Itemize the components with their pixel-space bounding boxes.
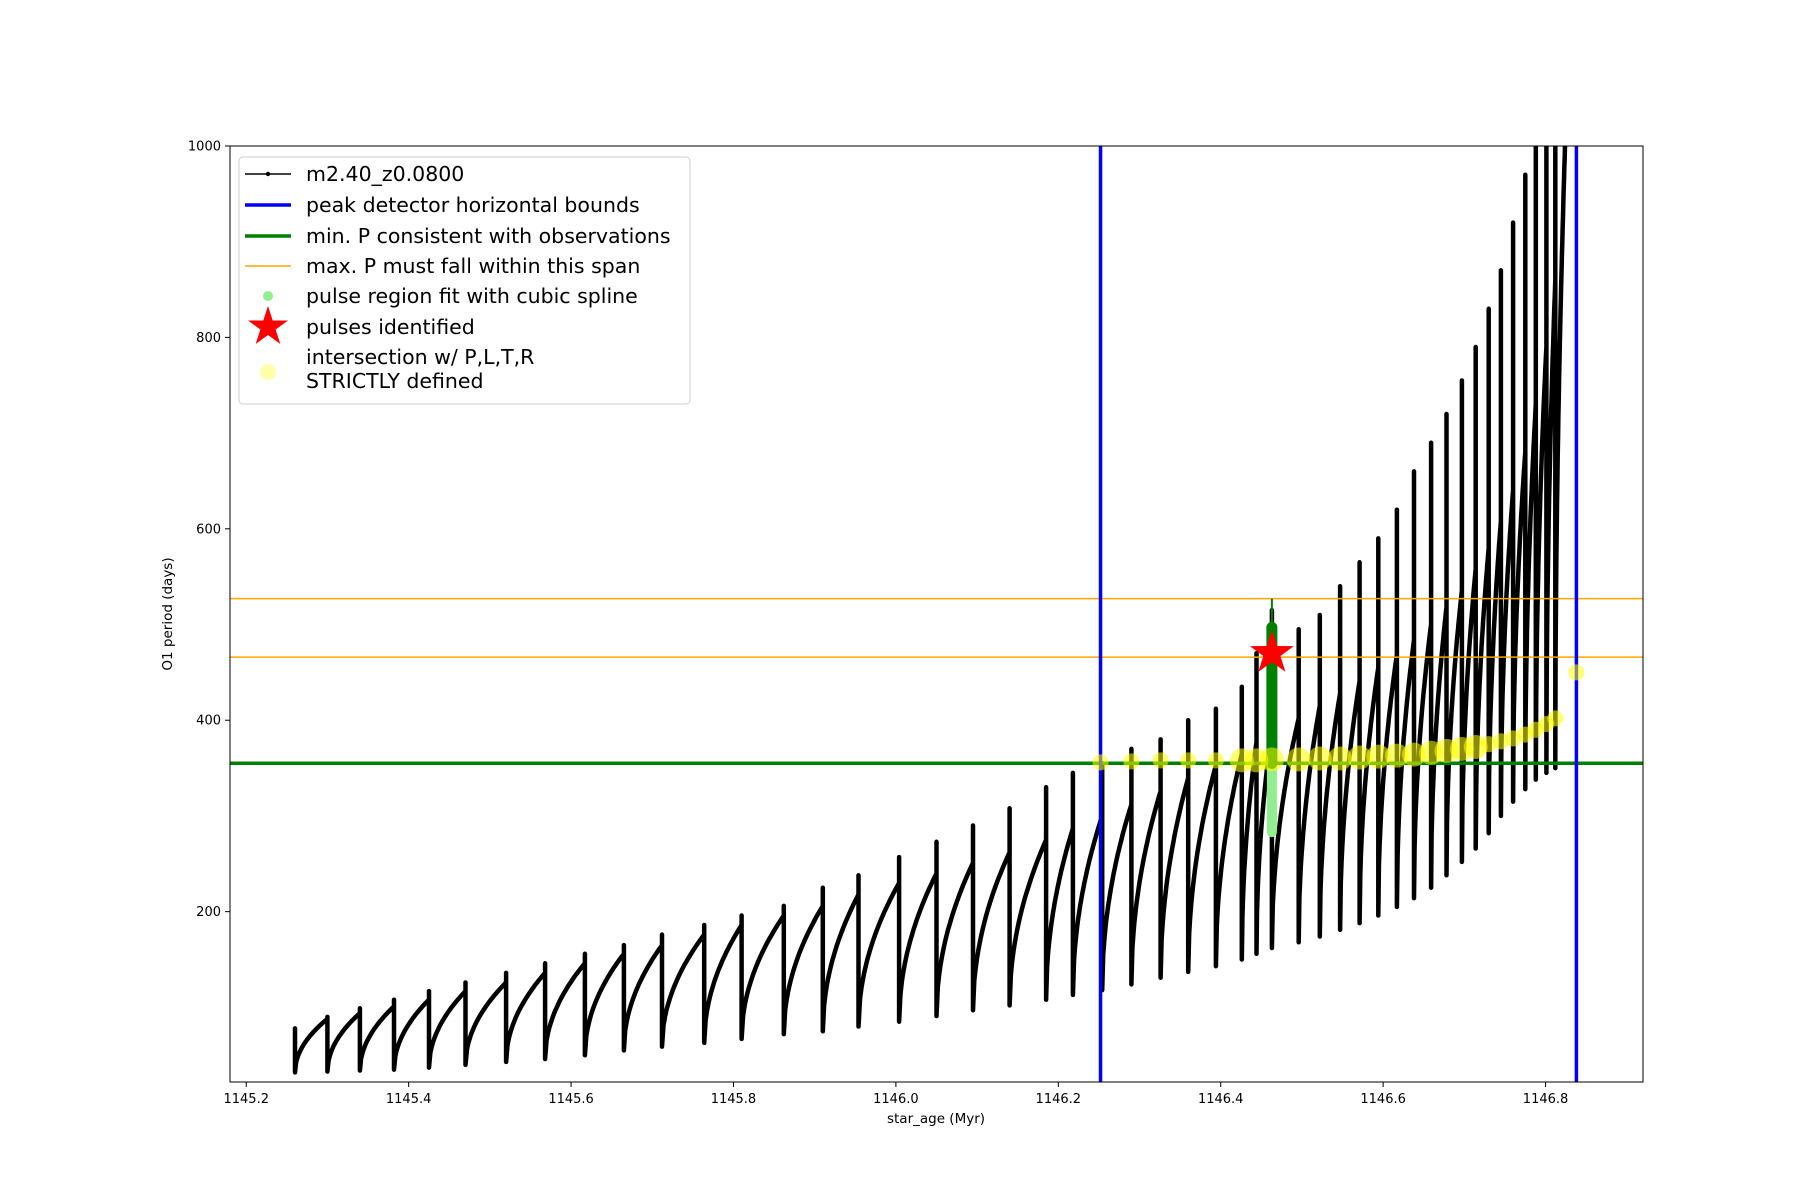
legend-entry: pulse region fit with cubic spline [263, 284, 638, 308]
intersection-point [1366, 744, 1391, 769]
intersection-point [1480, 736, 1497, 753]
intersection-point [1092, 754, 1109, 771]
legend-label: STRICTLY defined [306, 369, 484, 393]
intersection-point [1568, 664, 1585, 681]
intersection-point [1347, 745, 1372, 770]
x-tick-label: 1146.4 [1198, 1092, 1244, 1107]
x-tick-label: 1146.2 [1036, 1092, 1082, 1107]
intersection-point [1307, 746, 1332, 771]
intersection-point [1286, 747, 1311, 772]
legend-label: pulse region fit with cubic spline [306, 284, 638, 308]
x-tick-label: 1145.2 [223, 1092, 269, 1107]
y-tick-label: 400 [196, 714, 221, 729]
intersection-point [1384, 743, 1409, 768]
x-tick-label: 1146.0 [873, 1092, 919, 1107]
intersection-point [1505, 730, 1522, 747]
intersection-point [1328, 746, 1353, 771]
y-tick-label: 200 [196, 905, 221, 920]
legend-label: pulses identified [306, 315, 475, 339]
x-tick-label: 1145.4 [386, 1092, 432, 1107]
legend-entry: pulses identified [248, 306, 475, 344]
legend-label: m2.40_z0.0800 [306, 162, 464, 187]
intersection-point [1547, 710, 1564, 727]
x-tick-label: 1146.6 [1360, 1092, 1406, 1107]
legend-dot-icon [265, 171, 271, 177]
axes: 1145.2 1145.4 1145.6 1145.8 1146.0 1146.2 1146… [188, 140, 1568, 1108]
legend-label: max. P must fall within this span [306, 254, 640, 278]
legend-entry: peak detector horizontal bounds [245, 193, 640, 217]
legend-entry: m2.40_z0.0800 [245, 162, 464, 187]
legend-entry: max. P must fall within this span [245, 254, 640, 278]
legend-star-icon [248, 306, 288, 344]
y-tick-label: 600 [196, 522, 221, 537]
intersection-point [1259, 747, 1284, 772]
x-tick-label: 1146.8 [1523, 1092, 1569, 1107]
legend-dot-icon [263, 291, 273, 301]
intersection-point [1180, 752, 1197, 769]
intersection-point [1492, 733, 1509, 750]
intersection-point [1123, 753, 1140, 770]
plot-area [230, 146, 1643, 1082]
legend-entry: min. P consistent with observations [245, 224, 671, 248]
legend-label: peak detector horizontal bounds [306, 193, 640, 217]
y-tick-label: 1000 [188, 140, 221, 155]
legend-frame [238, 156, 691, 405]
x-axis-label: star_age (Myr) [887, 1111, 985, 1127]
y-axis-label: O1 period (days) [160, 557, 176, 670]
legend-label: intersection w/ P,L,T,R [306, 345, 534, 369]
intersection-point [1152, 752, 1169, 769]
y-tick-label: 800 [196, 331, 221, 346]
plot-frame [229, 145, 1644, 1083]
pulse-star [1250, 630, 1294, 672]
x-tick-label: 1145.8 [711, 1092, 757, 1107]
x-tick-label: 1145.6 [548, 1092, 594, 1107]
intersection-point [1207, 752, 1224, 769]
legend-label: min. P consistent with observations [306, 224, 671, 248]
legend-dot-icon [260, 364, 276, 380]
